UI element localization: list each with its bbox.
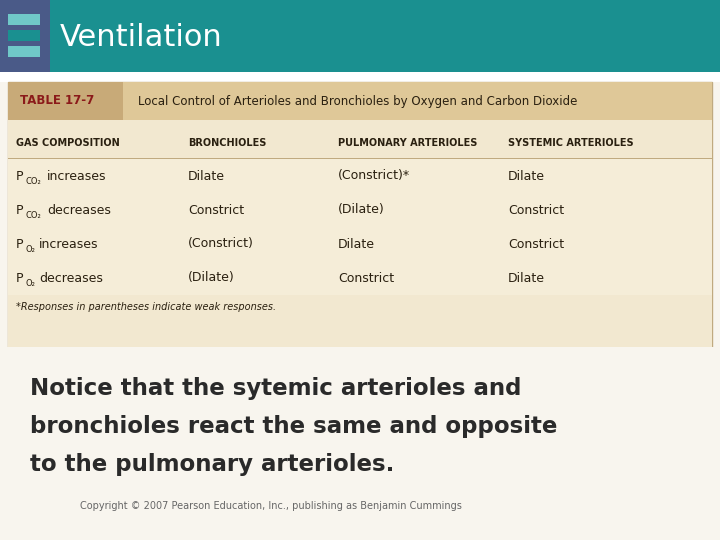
Text: (Constrict): (Constrict) <box>188 238 254 251</box>
Bar <box>8 128 712 158</box>
Bar <box>8 158 712 159</box>
Bar <box>0 347 720 540</box>
Text: SYSTEMIC ARTERIOLES: SYSTEMIC ARTERIOLES <box>508 138 634 148</box>
Text: *Responses in parentheses indicate weak responses.: *Responses in parentheses indicate weak … <box>16 302 276 312</box>
Bar <box>8 193 712 227</box>
Text: increases: increases <box>39 238 99 251</box>
Text: O₂: O₂ <box>25 245 35 253</box>
Text: P: P <box>16 272 24 285</box>
Text: P: P <box>16 238 24 251</box>
Text: (Constrict)*: (Constrict)* <box>338 170 410 183</box>
Text: Constrict: Constrict <box>188 204 244 217</box>
Bar <box>8 159 712 193</box>
Text: Notice that the sytemic arterioles and: Notice that the sytemic arterioles and <box>30 377 521 400</box>
Text: Constrict: Constrict <box>508 238 564 251</box>
Bar <box>8 82 712 347</box>
Text: Dilate: Dilate <box>188 170 225 183</box>
Bar <box>8 14 40 25</box>
Bar <box>8 294 712 295</box>
Bar <box>8 227 712 261</box>
Text: TABLE 17-7: TABLE 17-7 <box>20 94 94 107</box>
Text: PULMONARY ARTERIOLES: PULMONARY ARTERIOLES <box>338 138 477 148</box>
Bar <box>0 72 720 82</box>
Text: Copyright © 2007 Pearson Education, Inc., publishing as Benjamin Cummings: Copyright © 2007 Pearson Education, Inc.… <box>80 501 462 511</box>
Text: to the pulmonary arterioles.: to the pulmonary arterioles. <box>30 453 395 476</box>
Text: Constrict: Constrict <box>508 204 564 217</box>
Bar <box>8 226 712 227</box>
Bar <box>8 295 712 347</box>
Text: Dilate: Dilate <box>508 272 545 285</box>
Text: bronchioles react the same and opposite: bronchioles react the same and opposite <box>30 415 557 438</box>
Bar <box>123 82 712 120</box>
Text: BRONCHIOLES: BRONCHIOLES <box>188 138 266 148</box>
Text: Constrict: Constrict <box>338 272 394 285</box>
Bar <box>8 46 40 57</box>
Text: Dilate: Dilate <box>508 170 545 183</box>
Bar <box>8 192 712 193</box>
Text: (Dilate): (Dilate) <box>338 204 384 217</box>
Bar <box>8 261 712 295</box>
Text: P: P <box>16 204 24 217</box>
Text: increases: increases <box>47 170 107 183</box>
Text: CO₂: CO₂ <box>25 177 41 186</box>
Bar <box>8 82 123 120</box>
Text: Local Control of Arterioles and Bronchioles by Oxygen and Carbon Dioxide: Local Control of Arterioles and Bronchio… <box>138 94 577 107</box>
Text: CO₂: CO₂ <box>25 211 41 219</box>
Bar <box>0 0 50 72</box>
Text: Ventilation: Ventilation <box>60 24 222 52</box>
Bar <box>8 120 712 128</box>
Bar <box>0 0 720 72</box>
Text: O₂: O₂ <box>25 279 35 287</box>
Text: (Dilate): (Dilate) <box>188 272 235 285</box>
Text: P: P <box>16 170 24 183</box>
Bar <box>8 30 40 41</box>
Text: decreases: decreases <box>39 272 103 285</box>
Text: GAS COMPOSITION: GAS COMPOSITION <box>16 138 120 148</box>
Text: decreases: decreases <box>47 204 111 217</box>
Bar <box>8 260 712 261</box>
Text: Dilate: Dilate <box>338 238 375 251</box>
